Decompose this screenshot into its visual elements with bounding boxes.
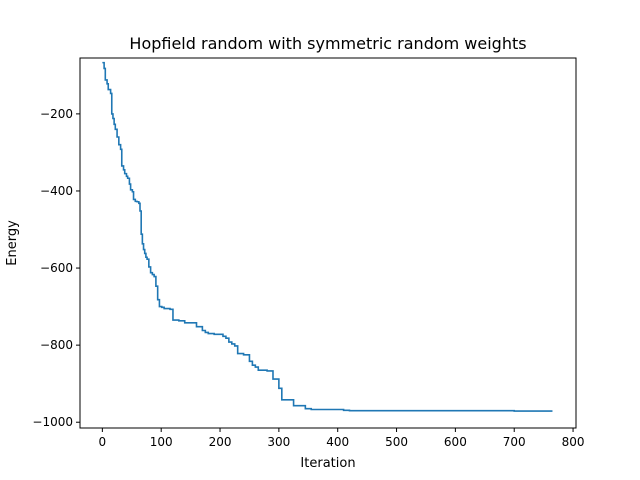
- x-tick-label: 400: [326, 435, 349, 449]
- axis-ticks: 0 100 200 300 400 500 600 700 800 −1000 −800 −600 −4…: [32, 107, 584, 449]
- y-axis-label: Energy: [5, 220, 20, 266]
- x-tick-label: 800: [562, 435, 585, 449]
- y-tick-label: −800: [40, 338, 73, 352]
- energy-series-line: [102, 61, 553, 412]
- x-tick-label: 100: [150, 435, 173, 449]
- y-tick-label: −1000: [32, 415, 73, 429]
- plot-series: [102, 61, 553, 412]
- plot-frame: [79, 57, 577, 429]
- chart-title: Hopfield random with symmetric random we…: [129, 34, 526, 53]
- x-axis-label: Iteration: [300, 456, 355, 471]
- y-tick-label: −400: [40, 184, 73, 198]
- x-tick-label: 600: [444, 435, 467, 449]
- x-tick-label: 700: [503, 435, 526, 449]
- y-tick-label: −200: [40, 107, 73, 121]
- x-tick-label: 0: [99, 435, 107, 449]
- x-tick-label: 300: [267, 435, 290, 449]
- x-tick-label: 500: [385, 435, 408, 449]
- y-tick-label: −600: [40, 261, 73, 275]
- x-tick-label: 200: [209, 435, 232, 449]
